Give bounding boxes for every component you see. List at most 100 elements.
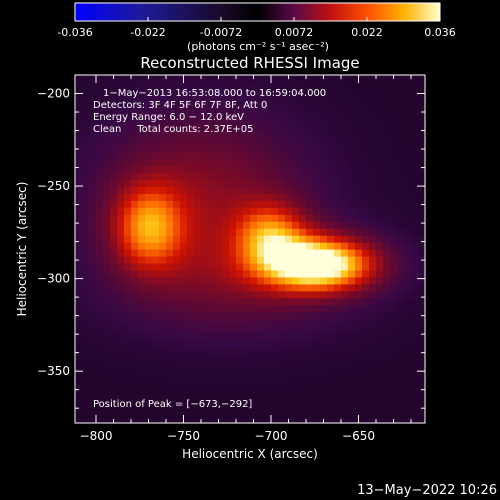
heatmap-cell: [404, 353, 412, 361]
heatmap-cell: [152, 318, 160, 327]
heatmap-cell: [306, 353, 314, 361]
heatmap-cell: [145, 332, 153, 341]
heatmap-cell: [250, 332, 258, 341]
heatmap-cell: [222, 346, 230, 354]
heatmap-cell: [124, 367, 132, 375]
heatmap-cell: [243, 81, 251, 90]
heatmap-cell: [194, 193, 202, 201]
heatmap-cell: [89, 381, 97, 389]
heatmap-cell: [341, 123, 349, 132]
heatmap-cell: [208, 123, 216, 132]
heatmap-cell: [271, 123, 279, 132]
heatmap-cell: [306, 158, 314, 167]
heatmap-cell: [152, 151, 160, 160]
heatmap-cell: [285, 172, 293, 180]
heatmap-cell: [173, 395, 181, 403]
heatmap-cell: [243, 276, 251, 285]
heatmap-cell: [124, 242, 132, 250]
heatmap-cell: [285, 332, 293, 341]
heatmap-cell: [341, 221, 349, 229]
heatmap-cell: [103, 374, 111, 382]
heatmap-cell: [180, 283, 188, 292]
heatmap-cell: [292, 416, 300, 424]
heatmap-cell: [110, 95, 118, 104]
heatmap-cell: [313, 235, 321, 243]
heatmap-cell: [75, 325, 83, 334]
heatmap-cell: [404, 360, 412, 368]
heatmap-cell: [103, 276, 111, 285]
heatmap-cell: [173, 353, 181, 361]
heatmap-cell: [131, 283, 139, 292]
heatmap-cell: [222, 158, 230, 167]
heatmap-cell: [173, 374, 181, 382]
heatmap-cell: [292, 290, 300, 299]
heatmap-cell: [131, 318, 139, 327]
heatmap-cell: [320, 339, 328, 348]
y-tick-label: −200: [37, 87, 70, 101]
heatmap-cell: [334, 269, 342, 278]
heatmap-cell: [145, 214, 153, 222]
heatmap-cell: [201, 374, 209, 382]
heatmap-cell: [362, 367, 370, 375]
heatmap-cell: [418, 172, 426, 180]
heatmap-cell: [383, 395, 391, 403]
heatmap-cell: [264, 353, 272, 361]
heatmap-cell: [117, 130, 125, 139]
heatmap-cell: [117, 172, 125, 180]
heatmap-cell: [348, 151, 356, 160]
heatmap-cell: [229, 130, 237, 139]
heatmap-cell: [110, 381, 118, 389]
heatmap-cell: [369, 353, 377, 361]
heatmap-cell: [271, 228, 279, 236]
heatmap-cell: [355, 200, 363, 208]
heatmap-cell: [117, 144, 125, 153]
heatmap-cell: [215, 395, 223, 403]
heatmap-cell: [159, 75, 167, 83]
heatmap-cell: [362, 207, 370, 215]
heatmap-cell: [131, 325, 139, 334]
heatmap-cell: [187, 374, 195, 382]
heatmap-cell: [285, 409, 293, 417]
heatmap-cell: [89, 88, 97, 97]
heatmap-cell: [313, 165, 321, 174]
heatmap-cell: [418, 269, 426, 278]
heatmap-cell: [96, 214, 104, 222]
heatmap-cell: [250, 346, 258, 354]
heatmap-cell: [292, 81, 300, 90]
heatmap-cell: [327, 221, 335, 229]
heatmap-cell: [369, 402, 377, 410]
heatmap-cell: [250, 130, 258, 139]
heatmap-cell: [341, 242, 349, 250]
heatmap-cell: [103, 214, 111, 222]
heatmap-cell: [285, 269, 293, 278]
heatmap-cell: [327, 165, 335, 174]
heatmap-cell: [383, 95, 391, 104]
heatmap-cell: [404, 158, 412, 167]
heatmap-cell: [75, 172, 83, 180]
heatmap-cell: [376, 409, 384, 417]
heatmap-cell: [341, 130, 349, 139]
heatmap-cell: [243, 116, 251, 125]
heatmap-cell: [355, 193, 363, 201]
heatmap-cell: [362, 332, 370, 341]
heatmap-cell: [229, 416, 237, 424]
heatmap-cell: [243, 367, 251, 375]
heatmap-cell: [180, 221, 188, 229]
heatmap-cell: [285, 381, 293, 389]
heatmap-cell: [355, 262, 363, 271]
heatmap-cell: [355, 207, 363, 215]
heatmap-cell: [96, 269, 104, 278]
heatmap-cell: [313, 346, 321, 354]
heatmap-cell: [215, 144, 223, 153]
heatmap-cell: [166, 95, 174, 104]
heatmap-cell: [89, 269, 97, 278]
heatmap-cell: [362, 221, 370, 229]
heatmap-cell: [369, 193, 377, 201]
heatmap-cell: [96, 179, 104, 187]
heatmap-cell: [131, 151, 139, 160]
heatmap-cell: [257, 318, 265, 327]
heatmap-cell: [159, 318, 167, 327]
heatmap-cell: [397, 193, 405, 201]
heatmap-cell: [313, 102, 321, 111]
heatmap-cell: [271, 81, 279, 90]
